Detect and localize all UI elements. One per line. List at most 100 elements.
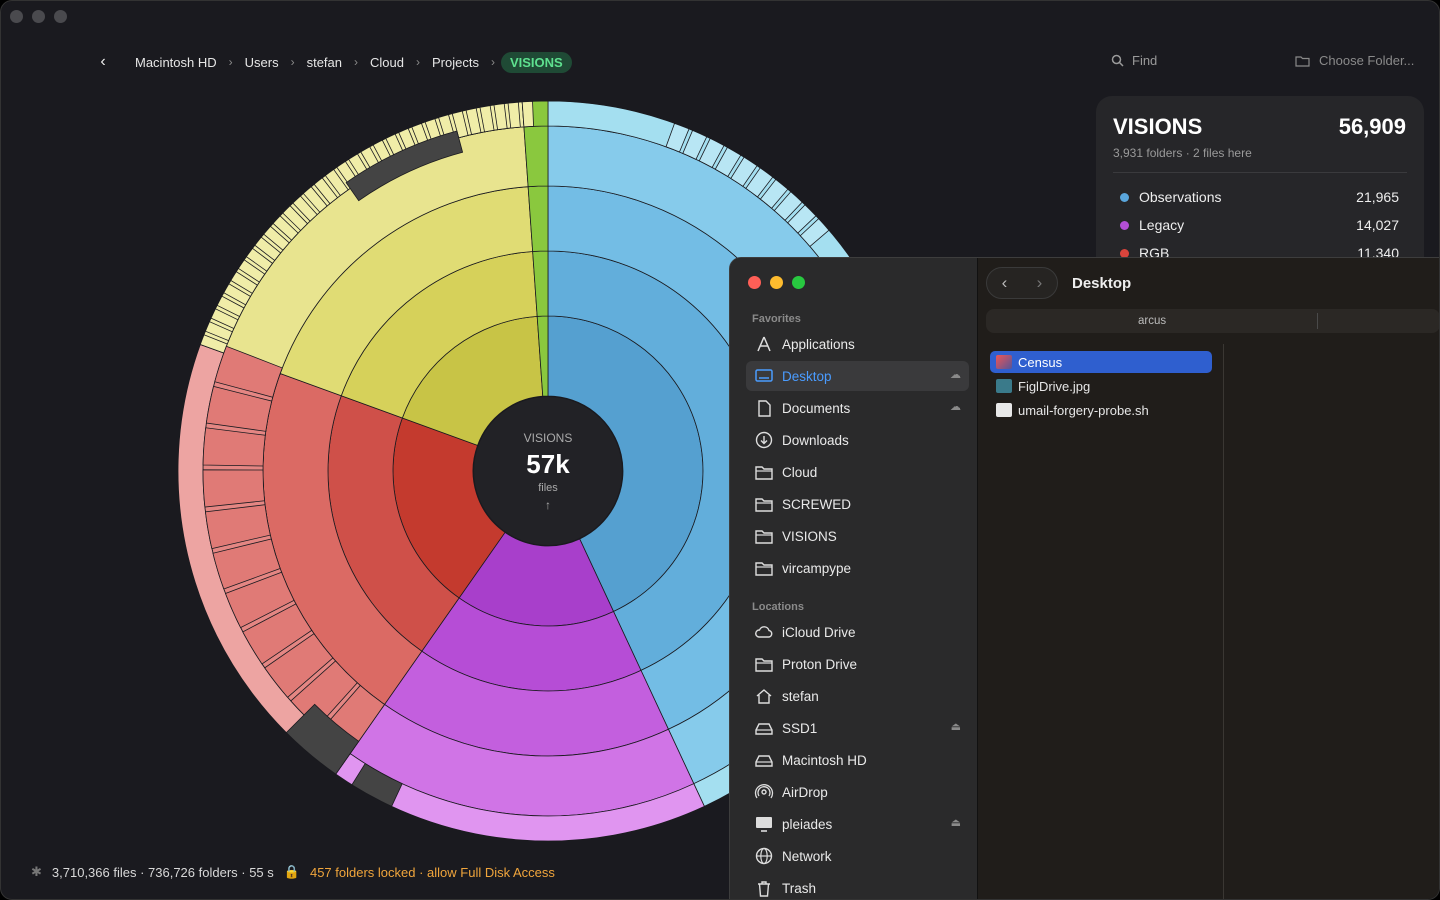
sunburst-segment[interactable] xyxy=(465,107,482,136)
sidebar-item-pleiades[interactable]: pleiades ⏏ xyxy=(746,809,969,839)
breadcrumb-item[interactable]: Projects xyxy=(431,54,479,70)
minimize-button[interactable] xyxy=(32,10,45,23)
sunburst-segment[interactable] xyxy=(730,156,758,187)
back-icon[interactable]: ‹ xyxy=(100,53,106,70)
sunburst-segment[interactable] xyxy=(799,218,830,248)
file-row[interactable]: FiglDrive.jpg xyxy=(990,375,1212,397)
sunburst-segment[interactable] xyxy=(202,469,266,508)
chevron-right-icon: › xyxy=(354,55,359,69)
file-row[interactable]: umail-forgery-probe.sh xyxy=(990,399,1212,421)
column-separator[interactable] xyxy=(1223,344,1224,899)
sunburst-segment[interactable] xyxy=(254,236,282,262)
sidebar-item-proton-drive[interactable]: Proton Drive xyxy=(746,649,969,679)
sunburst-segment[interactable] xyxy=(242,603,313,665)
sunburst-segment[interactable] xyxy=(272,215,299,241)
sunburst-segment[interactable] xyxy=(302,186,328,213)
sunburst-segment[interactable] xyxy=(230,271,258,294)
sunburst-segment[interactable] xyxy=(224,571,295,629)
sunburst-segment[interactable] xyxy=(523,125,549,188)
sunburst-segment[interactable] xyxy=(205,385,273,432)
sunburst-segment[interactable] xyxy=(787,204,817,234)
sunburst-segment[interactable] xyxy=(264,633,334,698)
sunburst-segment[interactable] xyxy=(263,225,290,251)
sunburst-segment[interactable] xyxy=(214,345,283,398)
sidebar-item-visions[interactable]: VISIONS xyxy=(746,521,969,551)
sidebar-item-icloud-drive[interactable]: iCloud Drive xyxy=(746,617,969,647)
sidebar-item-network[interactable]: Network xyxy=(746,841,969,871)
column-title: arcus xyxy=(1138,315,1167,327)
sunburst-segment[interactable] xyxy=(324,168,349,197)
sidebar-item-label: VISIONS xyxy=(782,528,837,544)
sidebar-item-applications[interactable]: Applications xyxy=(746,329,969,359)
sunburst-segment[interactable] xyxy=(451,110,469,139)
back-icon[interactable]: ‹ xyxy=(1001,273,1008,292)
sunburst-center[interactable] xyxy=(474,397,622,545)
breadcrumb-current[interactable]: VISIONS xyxy=(500,51,572,73)
sunburst-segment[interactable] xyxy=(223,283,251,306)
sunburst-segment[interactable] xyxy=(714,146,742,178)
sidebar-item-label: Downloads xyxy=(782,432,849,448)
sunburst-segment[interactable] xyxy=(759,178,789,209)
sunburst-segment[interactable] xyxy=(313,177,339,205)
find-label: Find xyxy=(1132,53,1158,68)
sunburst-segment[interactable] xyxy=(292,195,318,222)
file-row[interactable]: Census xyxy=(990,351,1212,373)
sunburst-segment[interactable] xyxy=(682,129,708,160)
sidebar-item-trash[interactable]: Trash xyxy=(746,873,969,899)
sunburst-segment[interactable] xyxy=(237,259,266,283)
sunburst-segment[interactable] xyxy=(665,122,690,153)
sunburst-segment[interactable] xyxy=(212,538,281,590)
sunburst-segment[interactable] xyxy=(210,308,239,330)
sunburst-segment[interactable] xyxy=(745,167,774,198)
panel-item[interactable]: Legacy 14,027 xyxy=(1113,211,1407,239)
panel-item[interactable]: Observations 21,965 xyxy=(1113,183,1407,211)
sidebar-item-airdrop[interactable]: AirDrop xyxy=(746,777,969,807)
cloud-icon: ☁ xyxy=(950,369,961,381)
minimize-button[interactable] xyxy=(770,276,783,289)
sidebar-item-desktop[interactable]: Desktop ☁ xyxy=(746,361,969,391)
sidebar-item-documents[interactable]: Documents ☁ xyxy=(746,393,969,423)
find-button[interactable]: Find xyxy=(1111,53,1157,68)
zoom-button[interactable] xyxy=(792,276,805,289)
breadcrumb-item[interactable]: Macintosh HD xyxy=(135,54,217,70)
sunburst-segment[interactable] xyxy=(521,100,534,128)
sidebar-item-macintosh-hd[interactable]: Macintosh HD xyxy=(746,745,969,775)
breadcrumb-item[interactable]: Users xyxy=(244,54,279,70)
sunburst-segment[interactable] xyxy=(202,427,266,467)
sunburst-segment[interactable] xyxy=(507,101,521,129)
breadcrumb-item[interactable]: stefan xyxy=(306,54,343,70)
sidebar-item-stefan[interactable]: stefan xyxy=(746,681,969,711)
full-disk-access-link[interactable]: 457 folders locked · allow Full Disk Acc… xyxy=(309,864,555,880)
sunburst-segment[interactable] xyxy=(698,137,725,169)
sunburst-segment[interactable] xyxy=(345,130,464,202)
cloud-icon xyxy=(754,623,774,641)
sidebar-item-downloads[interactable]: Downloads xyxy=(746,425,969,455)
choose-folder-button[interactable]: Choose Folder... xyxy=(1295,53,1414,68)
sunburst-segment[interactable] xyxy=(493,103,508,131)
nav-buttons: ‹ › xyxy=(986,267,1058,299)
sunburst-segment[interactable] xyxy=(245,247,274,272)
sunburst-segment[interactable] xyxy=(204,504,271,550)
applications-icon xyxy=(754,335,774,353)
sunburst-segment[interactable] xyxy=(285,703,360,775)
chevron-right-icon: › xyxy=(490,55,495,69)
sidebar-item-vircampype[interactable]: vircampype xyxy=(746,553,969,583)
panel-item-label: Legacy xyxy=(1139,217,1185,233)
zoom-button[interactable] xyxy=(54,10,67,23)
sunburst-segment[interactable] xyxy=(282,205,309,232)
sidebar-item-ssd1[interactable]: SSD1 ⏏ xyxy=(746,713,969,743)
sunburst-segment[interactable] xyxy=(773,191,803,221)
sunburst-segment[interactable] xyxy=(479,105,495,133)
forward-icon[interactable]: › xyxy=(1036,273,1043,292)
eject-icon[interactable]: ⏏ xyxy=(950,721,961,733)
sunburst-segment[interactable] xyxy=(216,295,245,318)
sidebar-item-screwed[interactable]: SCREWED xyxy=(746,489,969,519)
sunburst-segment[interactable] xyxy=(351,763,403,807)
sunburst-segment[interactable] xyxy=(204,321,233,342)
breadcrumb-item[interactable]: Cloud xyxy=(370,54,404,70)
close-button[interactable] xyxy=(748,276,761,289)
close-button[interactable] xyxy=(10,10,23,23)
eject-icon[interactable]: ⏏ xyxy=(950,817,961,829)
window-controls xyxy=(10,10,67,23)
sidebar-item-cloud[interactable]: Cloud xyxy=(746,457,969,487)
